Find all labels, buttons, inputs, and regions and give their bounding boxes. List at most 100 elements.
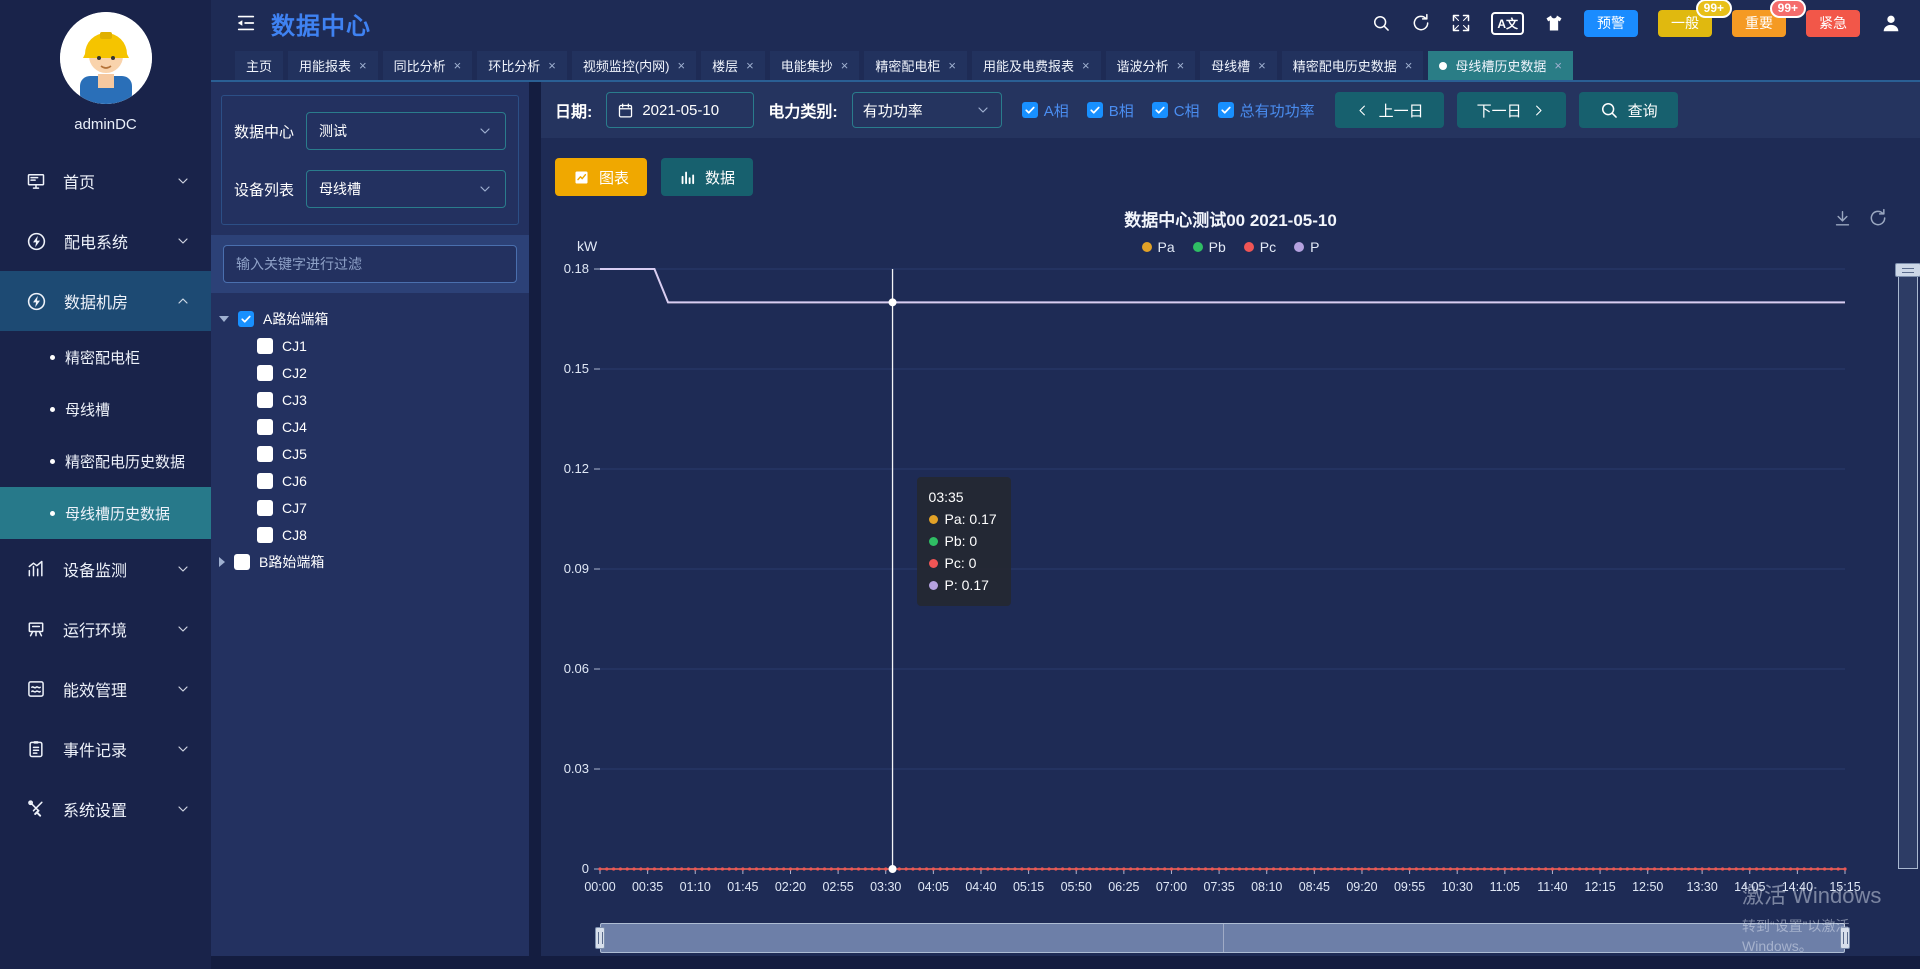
prev-day-button[interactable]: 上一日 xyxy=(1334,92,1444,128)
chart-view-button[interactable]: 图表 xyxy=(555,158,648,196)
legend-item-Pa[interactable]: Pa xyxy=(1141,239,1175,255)
sidebar-item-energy-mgmt[interactable]: 能效管理 xyxy=(0,659,211,719)
phase-checkbox-A相[interactable]: A相 xyxy=(1021,100,1069,121)
tree-leaf-cj4[interactable]: CJ4 xyxy=(219,413,521,440)
tree-node-b-head-box[interactable]: B路始端箱 xyxy=(219,548,521,575)
fullscreen-icon[interactable] xyxy=(1451,13,1471,33)
alarm-badge-warning[interactable]: 预警 xyxy=(1584,9,1638,37)
legend-item-Pb[interactable]: Pb xyxy=(1192,239,1226,255)
tab-meter-reading[interactable]: 电能集抄 × xyxy=(769,51,860,80)
zoom-track[interactable] xyxy=(600,923,1845,953)
collapse-arrow-icon[interactable] xyxy=(219,556,225,567)
tab-harmonic[interactable]: 谐波分析 × xyxy=(1105,51,1196,80)
tab-mom-analysis[interactable]: 环比分析 × xyxy=(477,51,567,80)
horizontal-zoom-slider[interactable] xyxy=(595,923,1850,953)
tab-energy-report[interactable]: 用能报表 × xyxy=(288,51,378,80)
translate-icon[interactable]: A文 xyxy=(1491,11,1524,35)
tab-precision-cabinet[interactable]: 精密配电柜 × xyxy=(864,51,967,80)
expand-arrow-icon[interactable] xyxy=(219,315,229,322)
datacenter-select[interactable]: 测试 xyxy=(306,112,506,150)
tab-busway-history[interactable]: 母线槽历史数据 × xyxy=(1428,51,1573,80)
tree-checkbox[interactable] xyxy=(238,310,254,327)
avatar[interactable] xyxy=(59,12,152,104)
close-icon[interactable]: × xyxy=(746,58,754,73)
zoom-handle-left[interactable] xyxy=(595,927,605,949)
tree-checkbox[interactable] xyxy=(257,364,273,381)
close-icon[interactable]: × xyxy=(359,58,367,73)
close-icon[interactable]: × xyxy=(677,58,686,73)
tab-precision-history[interactable]: 精密配电历史数据 × xyxy=(1281,51,1424,80)
alarm-badge-urgent[interactable]: 紧急 xyxy=(1806,9,1860,37)
zoom-handle-right[interactable] xyxy=(1840,927,1850,949)
close-icon[interactable]: × xyxy=(548,58,556,73)
device-list-select[interactable]: 母线槽 xyxy=(306,170,506,208)
tree-leaf-cj3[interactable]: CJ3 xyxy=(219,386,521,413)
tree-checkbox[interactable] xyxy=(257,418,273,435)
power-type-select[interactable]: 有功功率 xyxy=(851,92,1002,128)
tab-video-monitor[interactable]: 视频监控(内网) × xyxy=(571,51,697,80)
close-icon[interactable]: × xyxy=(1176,58,1185,73)
refresh-icon[interactable] xyxy=(1411,13,1431,33)
sidebar-item-data-room[interactable]: 数据机房 xyxy=(0,271,211,331)
sidebar-item-environment[interactable]: 运行环境 xyxy=(0,599,211,659)
sidebar-item-event-log[interactable]: 事件记录 xyxy=(0,719,211,779)
tree-leaf-cj2[interactable]: CJ2 xyxy=(219,359,521,386)
query-button[interactable]: 查询 xyxy=(1578,92,1678,128)
tree-node-a-head-box[interactable]: A路始端箱 xyxy=(219,305,521,332)
tree-checkbox[interactable] xyxy=(257,526,273,543)
tree-leaf-cj8[interactable]: CJ8 xyxy=(219,521,521,548)
tree-checkbox[interactable] xyxy=(234,553,250,570)
vertical-zoom-slider[interactable] xyxy=(1895,263,1920,869)
sidebar-item-power-distribution[interactable]: 配电系统 xyxy=(0,211,211,271)
close-icon[interactable]: × xyxy=(1081,58,1090,73)
close-icon[interactable]: × xyxy=(1554,58,1562,73)
tree-leaf-cj1[interactable]: CJ1 xyxy=(219,332,521,359)
close-icon[interactable]: × xyxy=(840,58,849,73)
refresh-icon[interactable] xyxy=(1868,208,1888,228)
tree-checkbox[interactable] xyxy=(257,445,273,462)
tab-busway[interactable]: 母线槽 × xyxy=(1200,51,1277,80)
date-input[interactable]: 2021-05-10 xyxy=(606,92,755,128)
sidebar-item-home[interactable]: 首页 xyxy=(0,151,211,211)
tab-yoy-analysis[interactable]: 同比分析 × xyxy=(382,51,473,80)
user-icon[interactable] xyxy=(1880,12,1902,34)
sidebar-subitem-busway-history[interactable]: 母线槽历史数据 xyxy=(0,487,211,539)
tab-floor[interactable]: 楼层 × xyxy=(701,51,765,80)
checkbox[interactable] xyxy=(1217,102,1234,118)
close-icon[interactable]: × xyxy=(1404,58,1413,73)
close-icon[interactable]: × xyxy=(1258,58,1266,73)
tree-leaf-cj6[interactable]: CJ6 xyxy=(219,467,521,494)
legend-item-Pc[interactable]: Pc xyxy=(1243,239,1276,255)
phase-checkbox-总有功功率[interactable]: 总有功功率 xyxy=(1217,100,1315,121)
sidebar-subitem-precision-cabinet[interactable]: 精密配电柜 xyxy=(0,331,211,383)
sidebar-subitem-precision-history[interactable]: 精密配电历史数据 xyxy=(0,435,211,487)
close-icon[interactable]: × xyxy=(453,58,462,73)
legend-item-P[interactable]: P xyxy=(1294,239,1319,255)
checkbox[interactable] xyxy=(1021,102,1038,118)
search-icon[interactable] xyxy=(1371,13,1391,33)
alarm-badge-general[interactable]: 一般 99+ xyxy=(1658,0,1732,37)
phase-checkbox-C相[interactable]: C相 xyxy=(1151,100,1200,121)
tab-energy-fee-report[interactable]: 用能及电费报表 × xyxy=(971,51,1101,80)
download-icon[interactable] xyxy=(1833,208,1852,228)
checkbox[interactable] xyxy=(1151,102,1168,118)
sidebar-item-system-settings[interactable]: 系统设置 xyxy=(0,779,211,839)
tree-filter-input[interactable] xyxy=(223,245,517,283)
collapse-menu-icon[interactable] xyxy=(235,12,257,34)
alarm-badge-important[interactable]: 重要 99+ xyxy=(1732,0,1806,37)
phase-checkbox-B相[interactable]: B相 xyxy=(1086,100,1134,121)
tree-checkbox[interactable] xyxy=(257,499,273,516)
tree-checkbox[interactable] xyxy=(257,472,273,489)
close-icon[interactable]: × xyxy=(948,58,956,73)
checkbox[interactable] xyxy=(1086,102,1103,118)
tab-home[interactable]: 主页 xyxy=(235,51,284,80)
sidebar-subitem-busway[interactable]: 母线槽 xyxy=(0,383,211,435)
tree-checkbox[interactable] xyxy=(257,391,273,408)
tree-leaf-cj7[interactable]: CJ7 xyxy=(219,494,521,521)
data-view-button[interactable]: 数据 xyxy=(661,158,754,196)
next-day-button[interactable]: 下一日 xyxy=(1456,92,1566,128)
theme-icon[interactable] xyxy=(1544,13,1564,33)
sidebar-item-device-monitor[interactable]: 设备监测 xyxy=(0,539,211,599)
tree-checkbox[interactable] xyxy=(257,337,273,354)
tree-leaf-cj5[interactable]: CJ5 xyxy=(219,440,521,467)
